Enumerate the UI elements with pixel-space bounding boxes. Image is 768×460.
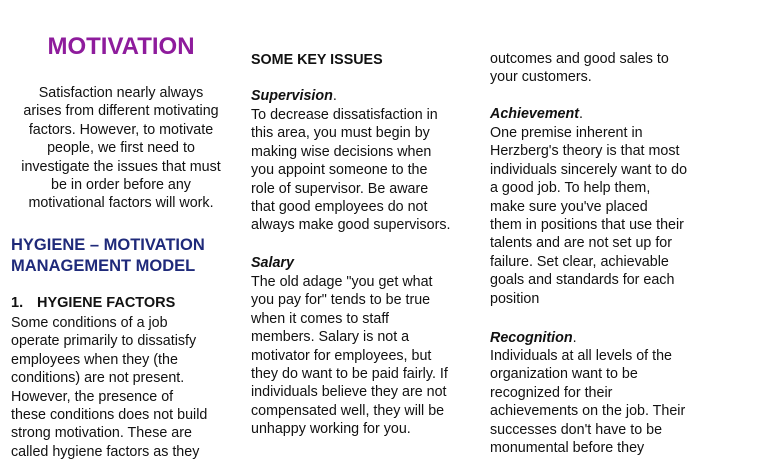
text-line: them in positions that use their [490, 217, 684, 234]
text-line: monumental before they [490, 440, 645, 457]
list-number: 1. [11, 295, 24, 311]
text-line: outcomes and good sales to [490, 51, 669, 67]
text-line: these conditions does not build [11, 407, 208, 424]
text-line: Some conditions of a job [11, 315, 168, 331]
key-issues-heading: SOME KEY ISSUES [251, 52, 383, 68]
subheading-label: HYGIENE FACTORS [37, 295, 176, 311]
text-line: unhappy working for you. [251, 421, 411, 438]
text-line: Herzberg's theory is that most [490, 143, 680, 160]
text-line: employees when they (the [11, 351, 178, 368]
text-line: arises from different motivating [23, 103, 219, 120]
document-title: MOTIVATION [47, 33, 195, 60]
text-line: operate primarily to dissatisfy [11, 333, 197, 350]
text-line: One premise inherent in [490, 125, 643, 141]
text-line: you appoint someone to the [251, 162, 428, 179]
text-line: called hygiene factors as they [11, 443, 200, 460]
salary-heading: Salary [251, 255, 294, 271]
text-line: when it comes to staff [251, 310, 390, 327]
text-line: organization want to be [490, 366, 638, 383]
heading-period: . [579, 106, 583, 122]
text-line: motivational factors will work. [28, 195, 214, 212]
text-line: goals and standards for each [490, 272, 675, 289]
heading-period: . [572, 330, 577, 346]
text-line: role of supervisor. Be aware [251, 180, 429, 197]
hygiene-factors-heading: 1. HYGIENE FACTORS [11, 294, 175, 312]
section-heading: HYGIENE – MOTIVATION MANAGEMENT MODEL [11, 235, 233, 276]
text-line: individuals believe they are not [251, 384, 447, 401]
text-line: that good employees do not [251, 199, 428, 216]
text-line: individuals sincerely want to do [490, 161, 688, 178]
text-line: a good job. To help them, [490, 180, 651, 197]
hygiene-factors-paragraph: Some conditions of a job operate primari… [11, 314, 233, 460]
text-line: Individuals at all levels of the [490, 348, 672, 364]
text-line: they do want to be paid fairly. If [251, 366, 448, 383]
continued-paragraph: outcomes and good sales to your customer… [490, 50, 725, 87]
supervision-heading: Supervision. [251, 87, 337, 105]
heading-label: Recognition [490, 330, 573, 346]
text-line: position [490, 290, 540, 307]
heading-label: Supervision [251, 88, 333, 104]
heading-label: Achievement [490, 106, 579, 122]
text-line: recognized for their [490, 384, 613, 401]
recognition-heading: Recognition. [490, 329, 577, 347]
text-line: talents and are not set up for [490, 235, 673, 252]
achievement-paragraph: One premise inherent in Herzberg's theor… [490, 124, 725, 308]
salary-paragraph: The old adage "you get what you pay for"… [251, 273, 479, 439]
text-line: motivator for employees, but [251, 347, 432, 364]
text-line: compensated well, they will be [251, 402, 445, 419]
text-line: this area, you must begin by [251, 125, 430, 142]
text-line: make sure you've placed [490, 198, 648, 215]
text-line: your customers. [490, 69, 592, 86]
text-line: be in order before any [51, 177, 191, 194]
text-line: achievements on the job. Their [490, 403, 686, 420]
text-line: conditions) are not present. [11, 370, 185, 387]
intro-paragraph: Satisfaction nearly always arises from d… [10, 84, 232, 213]
text-line: MANAGEMENT MODEL [11, 256, 196, 275]
text-line: strong motivation. These are [11, 425, 192, 442]
text-line: you pay for" tends to be true [251, 292, 431, 309]
achievement-heading: Achievement. [490, 105, 583, 123]
text-line: making wise decisions when [251, 143, 432, 160]
text-line: successes don't have to be [490, 421, 663, 438]
text-line: people, we first need to [47, 140, 195, 157]
recognition-paragraph: Individuals at all levels of the organiz… [490, 347, 725, 457]
text-line: To decrease dissatisfaction in [251, 107, 438, 123]
text-line: However, the presence of [11, 388, 174, 405]
text-line: Satisfaction nearly always [38, 85, 204, 101]
text-line: HYGIENE – MOTIVATION [11, 236, 205, 254]
text-line: investigate the issues that must [21, 158, 221, 175]
supervision-paragraph: To decrease dissatisfaction in this area… [251, 106, 479, 235]
heading-period: . [332, 88, 337, 104]
text-line: always make good supervisors. [251, 217, 451, 234]
text-line: members. Salary is not a [251, 329, 410, 346]
text-line: The old adage "you get what [251, 274, 433, 290]
text-line: failure. Set clear, achievable [490, 253, 669, 270]
text-line: factors. However, to motivate [28, 121, 214, 138]
